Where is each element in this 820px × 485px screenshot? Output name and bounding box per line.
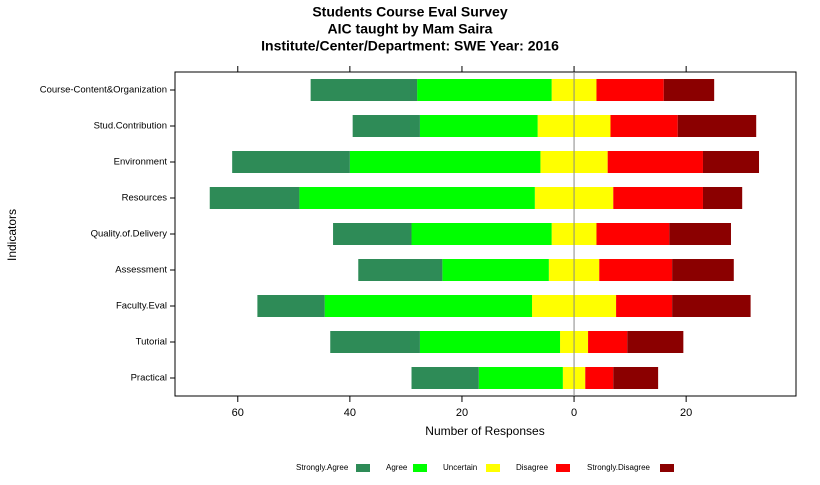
chart-subtitle: Institute/Center/Department: SWE Year: 2…: [261, 38, 559, 54]
bar-segment: [478, 367, 563, 389]
chart-subtitle: AIC taught by Mam Saira: [328, 21, 493, 37]
x-tick-label: 60: [232, 407, 244, 419]
y-tick-label: Quality.of.Delivery: [91, 229, 168, 240]
legend-label: Agree: [386, 463, 408, 472]
bar-segment: [257, 295, 325, 317]
bar-segment: [349, 151, 541, 173]
bar-segment: [627, 331, 684, 353]
bar-segment: [299, 187, 535, 209]
x-tick-label: 20: [456, 407, 468, 419]
bar-segment: [607, 151, 703, 173]
x-tick-label: 0: [571, 407, 577, 419]
bar-segment: [610, 115, 678, 137]
legend-swatch: [413, 464, 427, 472]
legend-label: Disagree: [516, 463, 549, 472]
y-tick-label: Practical: [131, 373, 167, 384]
legend-label: Uncertain: [443, 463, 477, 472]
y-tick-label: Stud.Contribution: [94, 121, 167, 132]
bar-segment: [599, 259, 673, 281]
legend-swatch: [356, 464, 370, 472]
bar-segment: [702, 187, 743, 209]
x-axis-label: Number of Responses: [425, 424, 544, 438]
bar-segment: [333, 223, 412, 245]
bar-segment: [596, 79, 664, 101]
legend-label: Strongly.Agree: [296, 463, 349, 472]
bar-segment: [677, 115, 757, 137]
bar-segment: [672, 259, 734, 281]
x-tick-label: 40: [344, 407, 356, 419]
bar-segment: [588, 331, 628, 353]
bar-segment: [672, 295, 751, 317]
bar-segment: [596, 223, 670, 245]
x-tick-label: 20: [680, 407, 692, 419]
y-tick-label: Course-Content&Organization: [40, 85, 167, 96]
y-tick-label: Faculty.Eval: [116, 301, 167, 312]
bar-segment: [419, 115, 538, 137]
bar-segment: [419, 331, 561, 353]
legend-swatch: [556, 464, 570, 472]
bar-segment: [209, 187, 300, 209]
bar-segment: [232, 151, 350, 173]
bar-segment: [310, 79, 418, 101]
chart-title: Students Course Eval Survey: [312, 4, 508, 20]
bar-segment: [411, 367, 479, 389]
bar-segment: [613, 367, 659, 389]
bar-segment: [663, 79, 715, 101]
y-tick-label: Environment: [114, 157, 168, 168]
bar-segment: [417, 79, 552, 101]
legend-swatch: [486, 464, 500, 472]
bar-segment: [442, 259, 549, 281]
bar-segment: [411, 223, 552, 245]
bar-segment: [616, 295, 673, 317]
y-tick-label: Assessment: [115, 265, 167, 276]
y-tick-label: Tutorial: [136, 337, 167, 348]
y-tick-label: Resources: [122, 193, 168, 204]
bar-segment: [330, 331, 420, 353]
legend-label: Strongly.Disagree: [587, 463, 651, 472]
y-axis-label: Indicators: [5, 209, 19, 261]
bar-segment: [585, 367, 614, 389]
bar-segment: [324, 295, 533, 317]
bar-segment: [613, 187, 703, 209]
bar-segment: [358, 259, 443, 281]
bar-segment: [669, 223, 731, 245]
legend-swatch: [660, 464, 674, 472]
bar-segment: [352, 115, 420, 137]
bar-segment: [702, 151, 760, 173]
